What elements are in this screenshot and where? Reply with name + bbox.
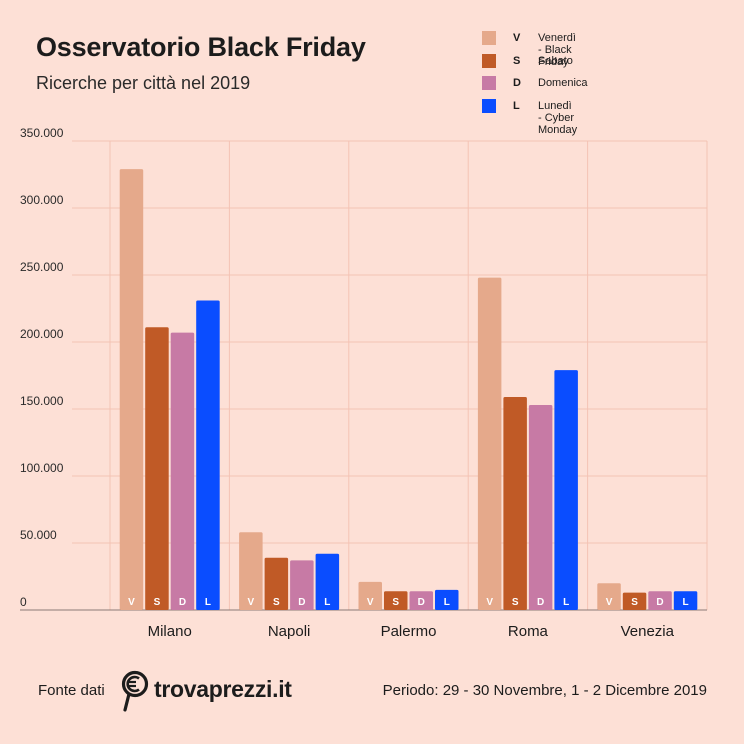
- period-label: Periodo: 29 - 30 Novembre, 1 - 2 Dicembr…: [382, 682, 707, 699]
- y-tick-label: 0: [20, 595, 27, 609]
- bar-venezia-v: [597, 583, 621, 610]
- legend-label-lunedi: Lunedì - Cyber Monday: [538, 99, 578, 136]
- x-tick-label: Napoli: [268, 623, 311, 640]
- legend-code-domenica: D: [513, 77, 521, 89]
- bar-napoli-s: [264, 557, 289, 610]
- y-tick-label: 150.000: [20, 394, 64, 408]
- magnifier-euro-icon: [121, 670, 149, 712]
- bar-code-label: D: [537, 597, 544, 608]
- legend-label-venerdi: Venerdì - Black Friday: [538, 32, 576, 68]
- bar-milano-v: [119, 169, 144, 610]
- legend-swatch-lunedi: [482, 98, 496, 113]
- bar-code-label: S: [392, 597, 399, 608]
- bar-milano-d: [170, 332, 195, 610]
- y-tick-label: 250.000: [20, 260, 64, 274]
- bar-code-label: L: [205, 597, 211, 608]
- bar-palermo-v: [358, 581, 382, 610]
- bar-venezia-d: [648, 591, 672, 610]
- bar-venezia-s: [622, 592, 647, 610]
- bar-code-label: L: [324, 597, 330, 608]
- bar-palermo-l: [435, 589, 459, 610]
- bar-code-label: L: [563, 597, 569, 608]
- source-label: Fonte dati: [38, 682, 105, 699]
- bar-code-label: L: [682, 597, 688, 608]
- bar-code-label: V: [367, 597, 374, 608]
- legend-code-venerdi: V: [513, 32, 521, 44]
- bar-code-label: S: [512, 597, 519, 608]
- brand-logo: trovaprezzi.it: [120, 669, 320, 713]
- legend-label-domenica: Domenica: [538, 77, 588, 89]
- bar-roma-s: [503, 396, 527, 610]
- legend-swatch-sabato: [482, 53, 496, 68]
- bar-code-label: D: [298, 597, 305, 608]
- x-tick-label: Palermo: [381, 623, 437, 640]
- chart-title: Osservatorio Black Friday: [36, 32, 366, 62]
- x-tick-label: Roma: [508, 623, 549, 640]
- y-tick-label: 350.000: [20, 126, 64, 140]
- y-tick-label: 50.000: [20, 528, 57, 542]
- y-tick-label: 300.000: [20, 193, 64, 207]
- x-tick-label: Milano: [148, 623, 192, 640]
- bar-code-label: V: [128, 597, 135, 608]
- brand-name: trovaprezzi.it: [154, 676, 292, 702]
- bar-roma-l: [554, 370, 578, 610]
- bar-napoli-l: [315, 553, 340, 610]
- bar-code-label: S: [154, 597, 161, 608]
- bar-code-label: S: [273, 597, 280, 608]
- bar-code-label: D: [418, 597, 425, 608]
- legend-code-sabato: S: [513, 54, 521, 67]
- legend-swatch-domenica: [482, 76, 496, 90]
- legend-swatch-venerdi: [482, 31, 496, 45]
- bar-chart: 0 50.000 100.000 150.000 200.000 250.000 300.0…: [20, 126, 708, 640]
- bar-milano-l: [196, 300, 220, 610]
- bar-code-label: V: [606, 597, 613, 608]
- y-tick-label: 100.000: [20, 461, 64, 475]
- bar-napoli-v: [239, 532, 263, 610]
- bar-venezia-l: [673, 591, 698, 610]
- bar-milano-s: [145, 327, 169, 610]
- legend-label-sabato: Sabato: [538, 54, 573, 67]
- bar-code-label: D: [656, 597, 663, 608]
- bar-code-label: S: [631, 597, 638, 608]
- bar-code-label: V: [248, 597, 255, 608]
- bar-roma-v: [477, 277, 502, 610]
- y-tick-label: 200.000: [20, 327, 64, 341]
- x-tick-label: Venezia: [621, 623, 675, 640]
- bar-code-label: D: [179, 597, 186, 608]
- bar-code-label: V: [486, 597, 493, 608]
- bar-code-label: L: [444, 597, 450, 608]
- bar-napoli-d: [290, 560, 314, 610]
- chart-subtitle: Ricerche per città nel 2019: [36, 73, 251, 93]
- bar-roma-d: [528, 404, 553, 610]
- bar-palermo-d: [409, 591, 433, 610]
- legend-code-lunedi: L: [513, 99, 520, 112]
- bar-palermo-s: [384, 591, 408, 610]
